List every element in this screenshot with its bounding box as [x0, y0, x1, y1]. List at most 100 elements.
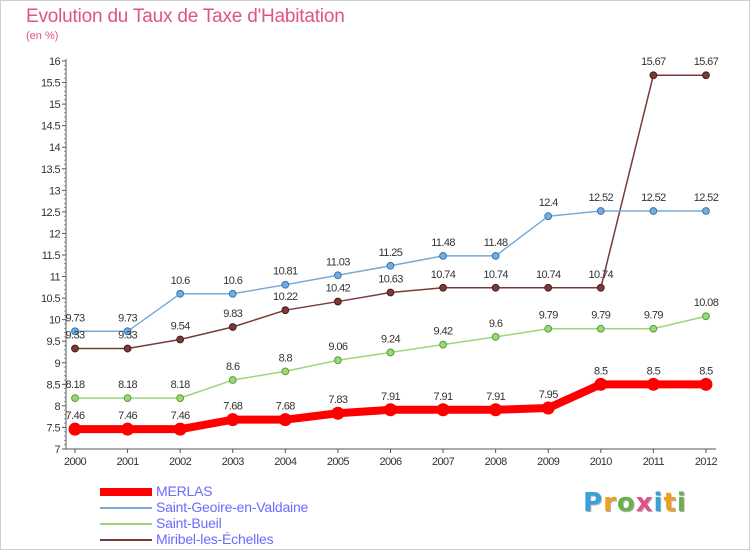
- data-label: 7.68: [223, 401, 242, 413]
- data-label: 11.48: [431, 237, 455, 249]
- data-point: [646, 377, 660, 391]
- data-point: [281, 280, 290, 289]
- y-tick-label: 7: [54, 444, 60, 456]
- data-point: [176, 335, 185, 344]
- data-label: 10.74: [431, 269, 456, 281]
- legend-swatch: [100, 488, 152, 496]
- data-point: [68, 422, 82, 436]
- data-label: 12.52: [641, 192, 666, 204]
- data-label: 15.67: [641, 56, 666, 68]
- series-line: [74, 74, 707, 350]
- data-point: [228, 323, 237, 331]
- data-point: [278, 413, 292, 427]
- data-label: 12.4: [539, 197, 558, 209]
- data-label: 9.79: [539, 310, 558, 322]
- data-point: [439, 283, 447, 292]
- y-tick-label: 11.5: [42, 250, 61, 262]
- y-tick-label: 14: [49, 142, 61, 154]
- data-label: 10.22: [273, 291, 298, 303]
- data-point: [121, 422, 135, 436]
- data-point: [649, 71, 658, 80]
- data-label: 10.74: [536, 269, 561, 281]
- data-point: [544, 324, 553, 333]
- data-label: 11.48: [484, 237, 508, 249]
- series-1: [71, 207, 710, 336]
- x-tick-label: 2012: [695, 456, 718, 468]
- data-point: [386, 261, 395, 270]
- x-tick-label: 2008: [485, 456, 508, 468]
- legend-label: Saint-Bueil: [156, 515, 222, 531]
- logo-letter: r: [603, 488, 617, 518]
- data-point: [436, 403, 450, 417]
- data-point: [489, 403, 503, 417]
- data-point: [281, 367, 290, 376]
- data-point: [123, 327, 132, 336]
- data-label: 10.6: [223, 275, 242, 287]
- y-tick-label: 15: [49, 99, 61, 111]
- data-label: 10.81: [273, 266, 298, 278]
- data-point: [702, 207, 710, 215]
- data-label: 10.08: [694, 297, 719, 309]
- x-tick-label: 2005: [327, 456, 350, 468]
- data-label: 9.54: [171, 320, 190, 332]
- x-tick-label: 2002: [169, 456, 192, 468]
- data-point: [386, 288, 395, 297]
- data-label: 7.83: [328, 394, 347, 406]
- data-point: [228, 376, 237, 384]
- data-label: 10.74: [589, 269, 614, 281]
- x-tick-label: 2010: [590, 456, 613, 468]
- y-tick-label: 14.5: [41, 121, 60, 133]
- y-tick-label: 16: [49, 56, 61, 68]
- data-point: [331, 406, 345, 420]
- y-tick-label: 9.5: [47, 336, 61, 348]
- series-3: [71, 71, 710, 353]
- data-point: [649, 324, 658, 333]
- data-label: 7.91: [381, 391, 400, 403]
- data-point: [173, 422, 187, 436]
- axes: 7 7.5 8 8.5 9 9.5 10 10.5 11 11.5 12 12.5 13 13.5 14 14…: [41, 56, 718, 468]
- data-label: 8.18: [171, 379, 190, 391]
- series-layer: [68, 71, 713, 436]
- data-point: [439, 251, 447, 260]
- data-label: 9.33: [65, 330, 84, 342]
- data-point: [386, 348, 395, 357]
- data-label: 8.18: [118, 379, 137, 391]
- y-tick-label: 8.5: [47, 379, 61, 391]
- data-label: 10.74: [483, 269, 508, 281]
- y-tick-label: 13: [49, 185, 61, 197]
- y-tick-label: 13.5: [41, 164, 60, 176]
- logo-letter: t: [663, 488, 677, 518]
- data-point: [596, 207, 605, 215]
- data-point: [702, 312, 710, 321]
- data-label: 9.79: [644, 310, 663, 322]
- data-point: [702, 71, 710, 80]
- data-label: 7.46: [171, 410, 190, 422]
- y-tick-label: 10: [49, 315, 61, 327]
- y-tick-label: 11: [50, 272, 61, 284]
- logo-letter: x: [635, 488, 654, 518]
- x-tick-label: 2009: [537, 456, 560, 468]
- y-axis-unit: (en %): [26, 30, 59, 42]
- chart-title: Evolution du Taux de Taxe d'Habitation: [26, 6, 345, 27]
- data-point: [176, 289, 185, 298]
- legend-label: Miribel-les-Échelles: [156, 531, 274, 547]
- data-label: 7.46: [65, 410, 84, 422]
- x-tick-label: 2003: [222, 456, 245, 468]
- y-tick-label: 12.5: [41, 207, 60, 219]
- data-point: [123, 344, 132, 353]
- data-label: 9.06: [328, 341, 347, 353]
- proxiti-logo: Proxiti: [583, 488, 687, 518]
- logo-letter: o: [616, 488, 636, 518]
- data-point: [176, 394, 185, 403]
- data-label: 10.42: [326, 283, 351, 295]
- data-point: [334, 356, 342, 365]
- data-label: 8.5: [647, 365, 661, 377]
- data-label: 9.79: [591, 310, 610, 322]
- y-tick-label: 10.5: [41, 293, 60, 305]
- y-tick-label: 8: [54, 401, 60, 413]
- data-label: 8.5: [699, 365, 713, 377]
- logo-letter: i: [676, 488, 687, 518]
- data-label: 8.5: [594, 365, 608, 377]
- data-label: 9.73: [65, 312, 84, 324]
- x-tick-label: 2006: [379, 456, 402, 468]
